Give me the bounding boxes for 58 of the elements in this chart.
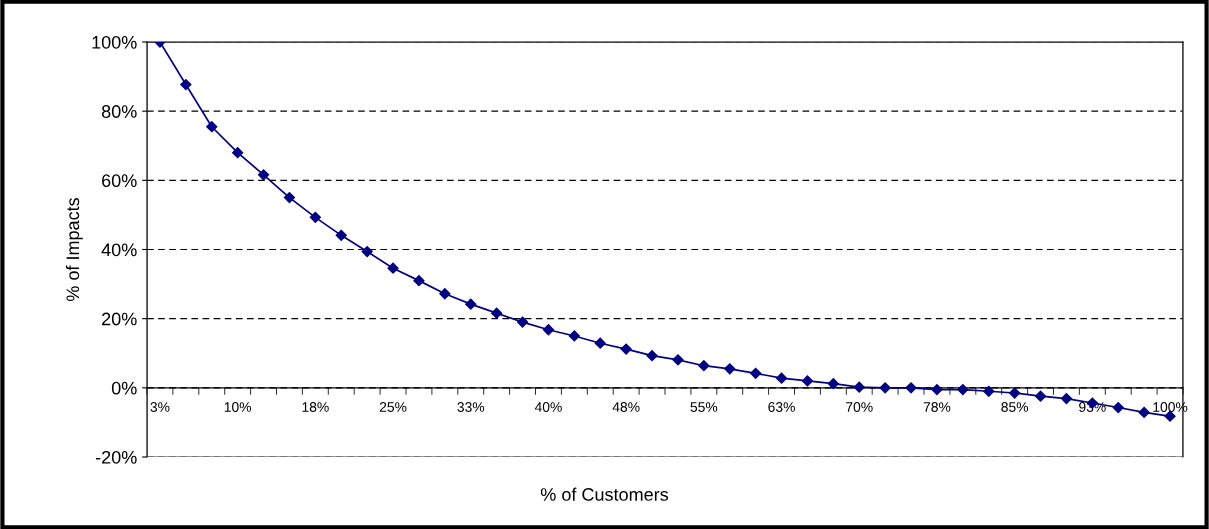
- point: [542, 324, 555, 336]
- y-tick-label: 100%: [92, 35, 137, 49]
- x-tick-label: 48%: [612, 402, 640, 412]
- x-tick-label: 18%: [302, 402, 329, 412]
- y-tick-label: 40%: [101, 243, 137, 257]
- point: [983, 385, 995, 397]
- point: [724, 363, 736, 375]
- x-tick-label: 40%: [534, 402, 562, 412]
- y-tick-label: 80%: [101, 105, 137, 118]
- point: [775, 372, 788, 384]
- x-tick-label: 85%: [1001, 402, 1029, 412]
- point: [594, 337, 606, 349]
- point: [1034, 390, 1047, 402]
- point: [335, 229, 347, 241]
- point: [516, 316, 529, 328]
- point: [905, 382, 917, 394]
- y-tick-label: 60%: [102, 174, 137, 188]
- x-tick-label: 10%: [224, 402, 252, 412]
- point: [750, 367, 762, 379]
- point: [361, 245, 373, 258]
- y-tick-label: 20%: [102, 312, 137, 326]
- point: [309, 211, 321, 223]
- x-tick-label: 25%: [379, 402, 407, 412]
- x-tick-label: 3%: [150, 402, 170, 412]
- point: [931, 383, 943, 396]
- point: [568, 330, 580, 342]
- x-tick-label: 33%: [457, 402, 485, 412]
- point: [957, 383, 969, 396]
- point: [439, 288, 451, 300]
- point: [646, 350, 658, 362]
- point: [283, 192, 296, 204]
- point: [491, 307, 503, 319]
- point: [413, 275, 425, 287]
- point: [827, 378, 839, 390]
- x-tick-label: 70%: [846, 402, 873, 412]
- point: [879, 382, 891, 394]
- point: [672, 354, 684, 366]
- point: [257, 169, 270, 181]
- point: [387, 262, 399, 274]
- x-axis-title: % of Customers: [540, 487, 669, 501]
- point: [1060, 392, 1073, 405]
- point: [801, 375, 814, 387]
- y-tick-label: -20%: [95, 450, 137, 464]
- x-tick-label: 55%: [690, 402, 718, 412]
- point: [1138, 406, 1150, 418]
- point: [180, 78, 192, 91]
- point: [620, 343, 632, 355]
- point: [1112, 401, 1124, 414]
- y-axis-title: % of Impacts: [65, 197, 83, 302]
- x-tick-label: 78%: [923, 402, 951, 412]
- point: [853, 381, 865, 393]
- point: [232, 147, 244, 159]
- y-tick-label: 0%: [111, 381, 137, 395]
- point: [698, 360, 710, 372]
- x-tick-label: 63%: [768, 402, 795, 412]
- point: [206, 121, 218, 133]
- point: [1009, 387, 1021, 399]
- point: [465, 298, 477, 310]
